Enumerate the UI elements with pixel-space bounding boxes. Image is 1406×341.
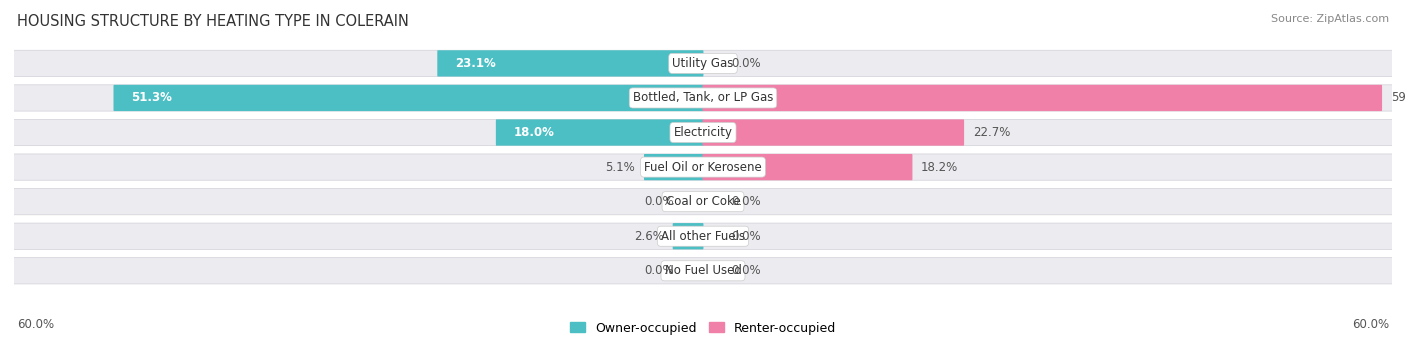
FancyBboxPatch shape xyxy=(644,154,703,180)
FancyBboxPatch shape xyxy=(14,154,1392,180)
Text: 60.0%: 60.0% xyxy=(17,318,53,331)
FancyBboxPatch shape xyxy=(703,85,1382,111)
FancyBboxPatch shape xyxy=(703,119,965,146)
Text: 60.0%: 60.0% xyxy=(1353,318,1389,331)
Text: Coal or Coke: Coal or Coke xyxy=(665,195,741,208)
Text: All other Fuels: All other Fuels xyxy=(661,230,745,243)
FancyBboxPatch shape xyxy=(14,50,1392,76)
Text: Bottled, Tank, or LP Gas: Bottled, Tank, or LP Gas xyxy=(633,91,773,104)
Text: Fuel Oil or Kerosene: Fuel Oil or Kerosene xyxy=(644,161,762,174)
FancyBboxPatch shape xyxy=(114,85,703,111)
Text: 0.0%: 0.0% xyxy=(645,195,675,208)
Text: No Fuel Used: No Fuel Used xyxy=(665,264,741,277)
Text: Source: ZipAtlas.com: Source: ZipAtlas.com xyxy=(1271,14,1389,24)
FancyBboxPatch shape xyxy=(496,119,703,146)
Text: 0.0%: 0.0% xyxy=(731,264,761,277)
Text: 0.0%: 0.0% xyxy=(731,195,761,208)
Text: 0.0%: 0.0% xyxy=(645,264,675,277)
Text: 0.0%: 0.0% xyxy=(731,57,761,70)
Text: 2.6%: 2.6% xyxy=(634,230,664,243)
Text: Electricity: Electricity xyxy=(673,126,733,139)
Text: 59.1%: 59.1% xyxy=(1391,91,1406,104)
Text: Utility Gas: Utility Gas xyxy=(672,57,734,70)
FancyBboxPatch shape xyxy=(703,154,912,180)
FancyBboxPatch shape xyxy=(14,85,1392,111)
FancyBboxPatch shape xyxy=(14,223,1392,249)
Text: 22.7%: 22.7% xyxy=(973,126,1010,139)
FancyBboxPatch shape xyxy=(437,50,703,76)
FancyBboxPatch shape xyxy=(14,189,1392,215)
Text: 0.0%: 0.0% xyxy=(731,230,761,243)
Text: 51.3%: 51.3% xyxy=(131,91,172,104)
FancyBboxPatch shape xyxy=(14,258,1392,284)
Legend: Owner-occupied, Renter-occupied: Owner-occupied, Renter-occupied xyxy=(569,322,837,335)
Text: 5.1%: 5.1% xyxy=(606,161,636,174)
Text: HOUSING STRUCTURE BY HEATING TYPE IN COLERAIN: HOUSING STRUCTURE BY HEATING TYPE IN COL… xyxy=(17,14,409,29)
FancyBboxPatch shape xyxy=(14,119,1392,146)
Text: 23.1%: 23.1% xyxy=(456,57,496,70)
FancyBboxPatch shape xyxy=(672,223,703,249)
Text: 18.0%: 18.0% xyxy=(513,126,554,139)
Text: 18.2%: 18.2% xyxy=(921,161,959,174)
